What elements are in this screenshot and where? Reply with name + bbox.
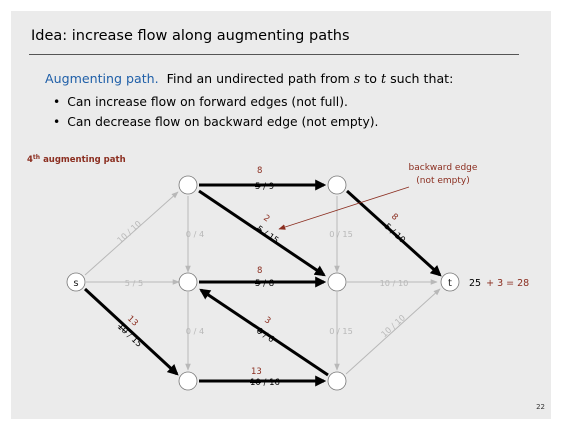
edge-b-e-capacity: / 8 xyxy=(260,279,274,289)
edge-a-e-new-flow: 2 xyxy=(261,213,271,224)
edge-f-b-flow-label: 0 / 6 xyxy=(254,326,275,345)
edge-c-f-capacity: / 16 xyxy=(261,378,280,388)
node-f xyxy=(328,372,346,390)
callout-line-2: (not empty) xyxy=(416,176,470,186)
node-e xyxy=(328,273,346,291)
node-s-label: s xyxy=(73,278,78,289)
edge-c-f-new-flow: 13 xyxy=(251,367,262,377)
page-number: 22 xyxy=(536,403,545,411)
edge-b-c-label: 0 / 4 xyxy=(186,326,204,336)
edge-s-b-label: 5 / 5 xyxy=(125,278,143,288)
edge-s-c-flow-label: 10 / 15 xyxy=(115,322,144,350)
edge-e-f-label: 0 / 15 xyxy=(329,326,353,336)
node-a xyxy=(179,176,197,194)
flow-value: 25 + 3 = 28 xyxy=(469,278,529,289)
edge-s-a-label: 10 / 10 xyxy=(115,218,143,245)
slide: Idea: increase flow along augmenting pat… xyxy=(11,11,551,419)
edge-a-d-new-flow: 8 xyxy=(257,166,262,176)
edge-a-b-label: 0 / 4 xyxy=(186,229,204,239)
edge-a-d-flow-label: 5 / 9 xyxy=(255,182,274,192)
flow-value-base: 25 xyxy=(469,278,481,289)
edge-d-t-new-flow: 8 xyxy=(389,212,400,223)
path-label: 4th augmenting path xyxy=(27,154,126,165)
edge-f-b-new-flow: 3 xyxy=(262,315,272,326)
edge-b-e-new-flow: 8 xyxy=(257,266,262,276)
flow-network-diagram: s t 10 / 10 5 / 5 0 / 4 0 / 4 0 / 15 0 /… xyxy=(11,11,551,419)
path-label-sup: th xyxy=(33,154,40,161)
edge-a-e-flow-label: 5 / 15 xyxy=(254,224,280,246)
edge-f-t-label: 10 / 10 xyxy=(379,312,407,339)
node-d xyxy=(328,176,346,194)
node-c xyxy=(179,372,197,390)
callout-line-1: backward edge xyxy=(409,163,478,173)
node-b xyxy=(179,273,197,291)
edge-c-f-flow-label: 10 / 16 xyxy=(250,378,280,388)
edge-b-e-flow-label: 5 / 8 xyxy=(255,279,274,289)
edge-d-t-flow-label: 5 / 10 xyxy=(382,222,407,246)
edge-e-t-label: 10 / 10 xyxy=(380,278,409,288)
path-label-text: augmenting path xyxy=(43,155,126,165)
edge-s-c-capacity: / 15 xyxy=(123,329,144,349)
edge-c-f-old-flow: 10 xyxy=(250,378,261,388)
edge-a-d-capacity: / 9 xyxy=(260,182,274,192)
node-t-label: t xyxy=(448,278,452,289)
edge-d-e-label: 0 / 15 xyxy=(329,229,353,239)
flow-value-increment: + 3 = 28 xyxy=(486,278,529,289)
